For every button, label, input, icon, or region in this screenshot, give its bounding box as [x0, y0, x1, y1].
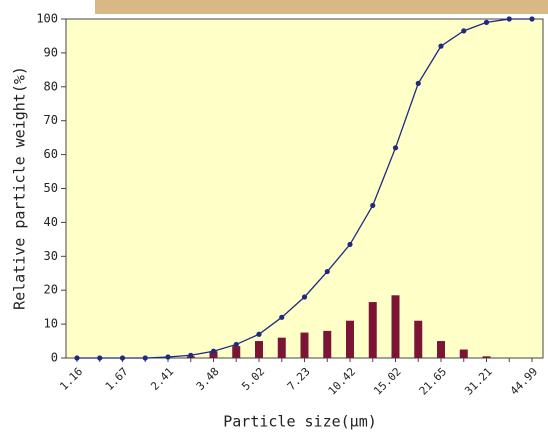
bar: [209, 351, 218, 358]
point: [256, 331, 262, 337]
bar: [277, 337, 286, 358]
point: [370, 202, 376, 209]
bar: [391, 295, 400, 358]
x-tick-label: 7.23: [285, 365, 313, 393]
y-tick-label: 40: [44, 215, 58, 229]
bar: [255, 341, 263, 358]
bar: [414, 320, 423, 358]
x-tick-label: 1.16: [57, 365, 85, 393]
point: [347, 241, 353, 248]
y-tick-label: 0: [51, 351, 58, 365]
bar: [232, 346, 241, 358]
point: [392, 145, 399, 151]
point: [438, 43, 444, 49]
point: [483, 19, 490, 25]
point: [324, 268, 330, 275]
y-tick-label: 60: [44, 147, 58, 161]
y-axis-label: Relative particle weight(%): [11, 66, 29, 310]
decor-strip: [95, 0, 548, 14]
point: [506, 16, 512, 22]
point: [165, 354, 171, 360]
y-tick-label: 70: [44, 113, 58, 127]
point: [529, 16, 535, 22]
point: [279, 314, 285, 320]
bar: [437, 341, 445, 358]
x-tick-label: 31.21: [462, 365, 495, 398]
plot-area: [65, 18, 544, 359]
x-tick-label: 21.65: [417, 365, 450, 398]
y-tick-label: 30: [44, 249, 58, 263]
x-tick-label: 5.02: [239, 365, 267, 393]
point: [461, 28, 467, 34]
x-axis-label: Particle size(μm): [223, 413, 377, 431]
y-tick-label: 90: [44, 45, 58, 59]
y-tick-label: 10: [44, 317, 58, 331]
point: [301, 294, 308, 300]
bar: [346, 320, 354, 358]
y-tick-label: 50: [44, 181, 58, 195]
x-tick-label: 3.48: [194, 365, 222, 393]
point: [119, 355, 126, 361]
y-tick-label: 80: [44, 79, 58, 93]
point: [188, 352, 194, 358]
x-tick-label: 2.41: [148, 365, 176, 393]
point: [142, 355, 148, 361]
y-tick-label: 20: [44, 283, 58, 297]
x-tick-label: 10.42: [326, 365, 359, 398]
point: [210, 348, 217, 354]
y-tick-label: 100: [36, 12, 58, 26]
bar: [368, 302, 377, 358]
bar: [482, 356, 491, 358]
point: [74, 355, 80, 361]
x-tick-label: 15.02: [371, 365, 404, 398]
point: [415, 80, 421, 87]
point: [233, 341, 239, 348]
bar: [300, 332, 309, 358]
x-tick-label: 44.99: [508, 365, 541, 398]
point: [97, 355, 103, 361]
x-tick-label: 1.67: [103, 365, 131, 393]
bar: [323, 330, 332, 358]
bar: [459, 349, 468, 358]
